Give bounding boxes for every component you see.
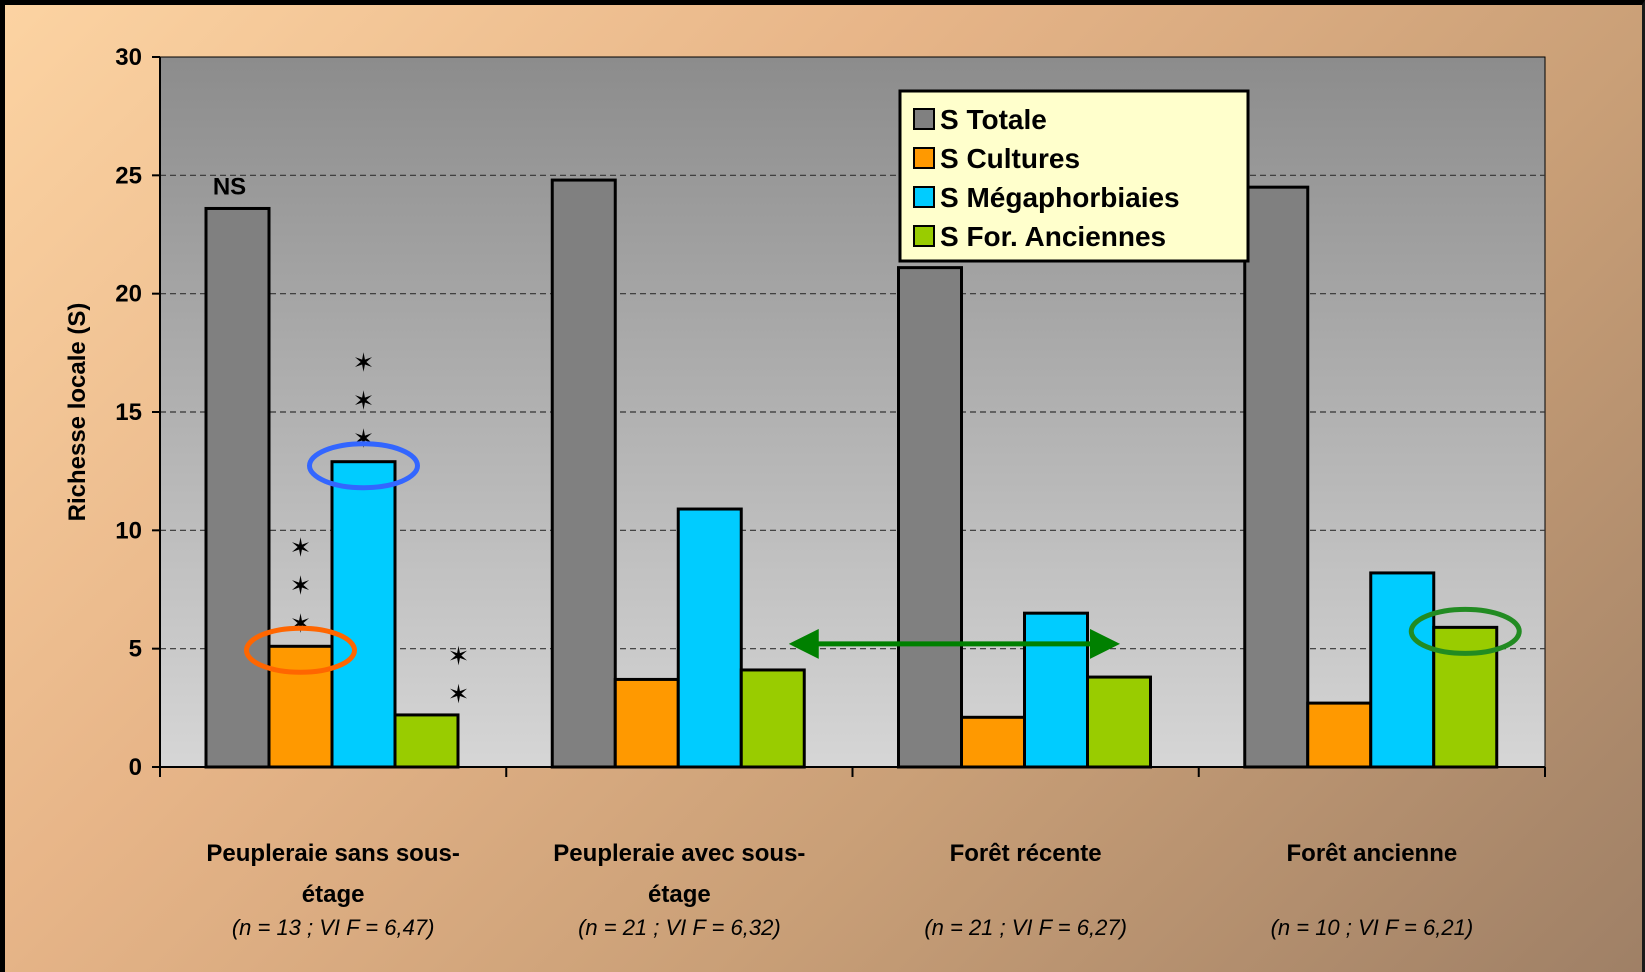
y-tick-label: 30 [115,44,142,71]
bar-s-cultures-1 [613,677,680,769]
highlight-ellipse [244,625,357,675]
significance-star: ✶ [290,533,312,563]
y-tick-label: 10 [115,517,142,544]
category-sample-label: (n = 13 ; VI F = 6,47) [232,915,435,940]
bar-s-m-gaphorbiaies-3 [1369,571,1436,769]
y-axis: 0 5 10 15 20 25 30 [115,44,161,781]
bar-s-cultures-2 [960,715,1026,769]
category-label: étage [302,881,365,908]
y-tick-label: 15 [115,399,142,426]
bar-s-totale-1 [550,178,617,769]
highlight-ellipse [1408,606,1522,656]
legend-entry: S Cultures [940,143,1080,174]
legend-entry: S For. Anciennes [940,221,1166,252]
bar-s-totale-3 [1243,185,1310,769]
significance-star: ✶ [290,571,312,601]
category-label: Forêt récente [950,840,1102,867]
y-tick-label: 25 [115,162,142,189]
bar-chart: 0 5 10 15 20 25 30 NS ✶ ✶ ✶ ✶ ✶ ✶ ✶ ✶ Peupleraie sans … [64,44,1546,940]
bar-s-for-anciennes-0 [393,713,460,769]
highlight-ellipse [307,441,420,491]
bar-s-for-anciennes-2 [1086,675,1152,769]
bar-s-for-anciennes-1 [739,668,806,769]
category-label: Peupleraie sans sous- [206,840,459,867]
significance-star: ✶ [353,425,375,455]
category-label: Forêt ancienne [1287,840,1458,867]
category-label: étage [648,881,711,908]
category-labels: Peupleraie sans sous-étage (n = 13 ; VI F… [206,840,1473,940]
significance-star: ✶ [290,609,312,639]
legend-swatch [913,225,935,247]
bars [204,178,1499,769]
category-label: Peupleraie avec sous- [553,840,805,867]
bar-s-cultures-3 [1306,701,1373,769]
legend-swatch [913,108,935,130]
y-tick-label: 5 [129,636,142,663]
category-sample-label: (n = 21 ; VI F = 6,32) [578,915,781,940]
legend-swatch [913,147,935,169]
significance-star: ✶ [353,387,375,417]
legend-box [898,89,1250,263]
y-tick-label: 0 [129,754,142,781]
legend-entry: S Totale [940,104,1047,135]
legend-swatch [913,186,935,208]
annotations: NS ✶ ✶ ✶ ✶ ✶ ✶ ✶ ✶ [213,173,1522,710]
bar-s-m-gaphorbiaies-0 [330,460,397,769]
bar-s-m-gaphorbiaies-2 [1023,611,1089,769]
x-axis [159,766,1546,777]
significance-star: ✶ [448,642,470,672]
legend: S Totale S Cultures S Mégaphorbiaies S For.… [898,89,1250,263]
significance-star: ✶ [448,680,470,710]
legend-entry: S Mégaphorbiaies [940,182,1180,213]
category-sample-label: (n = 21 ; VI F = 6,27) [924,915,1127,940]
ns-label: NS [213,173,246,200]
y-tick-label: 20 [115,281,142,308]
bar-s-cultures-0 [267,644,334,769]
bar-s-totale-2 [897,266,963,769]
bar-s-m-gaphorbiaies-1 [676,507,743,769]
y-axis-label: Richesse locale (S) [64,303,91,522]
significance-star: ✶ [353,349,375,379]
bar-s-totale-0 [204,206,271,769]
category-sample-label: (n = 10 ; VI F = 6,21) [1271,915,1474,940]
bar-s-for-anciennes-3 [1432,625,1499,769]
